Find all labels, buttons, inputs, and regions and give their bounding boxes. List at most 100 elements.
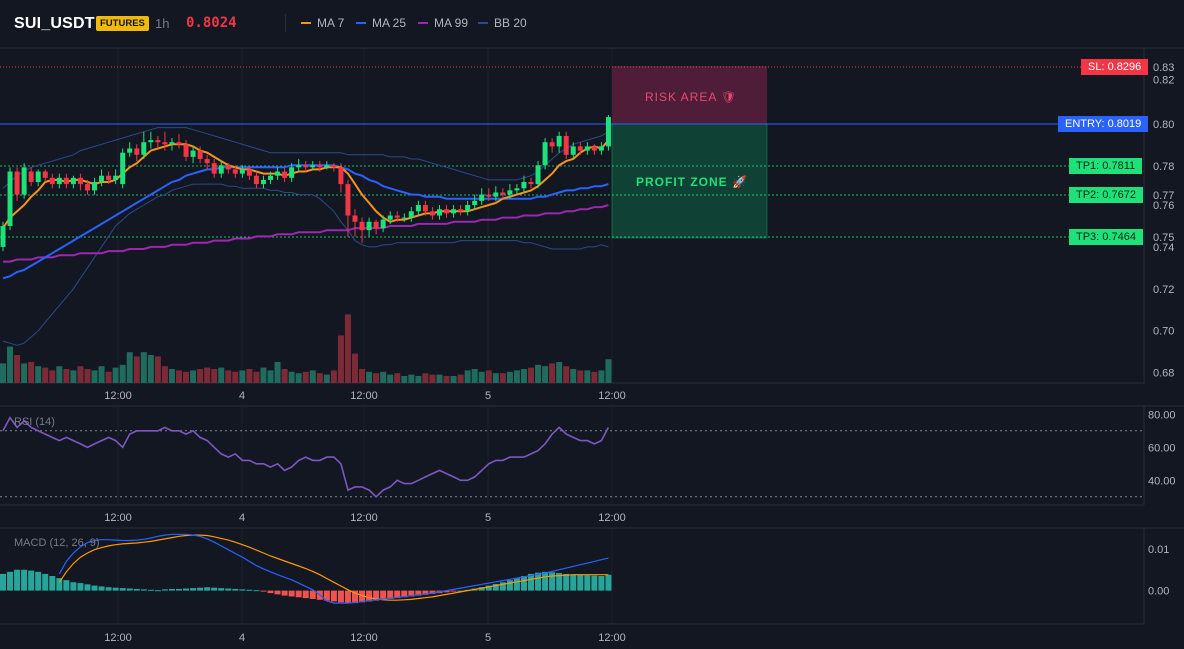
candle-body bbox=[289, 167, 295, 178]
rsi-tick-label: 40.00 bbox=[1148, 475, 1176, 487]
volume-bar bbox=[443, 376, 450, 383]
candle-body bbox=[303, 165, 309, 168]
price-tick-label: 0.72 bbox=[1153, 284, 1174, 296]
candle-body bbox=[415, 205, 421, 212]
volume-bar bbox=[133, 356, 140, 383]
time-tick-label: 12:00 bbox=[104, 390, 132, 402]
candle-body bbox=[260, 179, 266, 185]
candle-body bbox=[451, 209, 457, 214]
volume-bar bbox=[225, 370, 232, 383]
volume-bar bbox=[549, 363, 556, 383]
candle-body bbox=[28, 171, 34, 182]
macd-histogram-bar bbox=[598, 576, 605, 591]
candle-body bbox=[106, 175, 112, 180]
macd-histogram-bar bbox=[373, 590, 380, 601]
bb-upper-line bbox=[2, 127, 609, 189]
volume-bar bbox=[91, 370, 98, 383]
macd-histogram-bar bbox=[323, 590, 330, 601]
macd-histogram-bar bbox=[0, 573, 6, 591]
macd-histogram-bar bbox=[246, 589, 253, 591]
macd-histogram-bar bbox=[91, 585, 98, 591]
tp2-label: TP2: 0.7672 bbox=[1069, 187, 1143, 203]
legend-ma7[interactable]: MA 7 bbox=[301, 16, 344, 30]
candlesticks bbox=[0, 115, 611, 252]
volume-bar bbox=[394, 373, 401, 383]
macd-histogram-bar bbox=[218, 588, 225, 591]
candle-body bbox=[514, 188, 520, 191]
profit-zone bbox=[611, 123, 768, 239]
time-tick-label: 4 bbox=[239, 632, 245, 644]
timeframe-label[interactable]: 1h bbox=[155, 16, 170, 31]
volume-bar bbox=[408, 374, 415, 383]
macd-histogram-bar bbox=[387, 590, 394, 599]
time-tick-label: 12:00 bbox=[350, 632, 378, 644]
volume-bar bbox=[577, 370, 584, 383]
volume-bar bbox=[380, 371, 387, 383]
macd-histogram-bar bbox=[295, 590, 302, 598]
macd-histogram-bar bbox=[450, 590, 457, 592]
chart-header: SUI_USDT FUTURES 1h 0.8024 MA 7 MA 25 MA… bbox=[0, 0, 1184, 48]
macd-histogram-bar bbox=[415, 590, 422, 596]
candle-body bbox=[84, 184, 90, 191]
macd-line bbox=[58, 533, 609, 604]
macd-histogram-bar bbox=[112, 587, 119, 591]
macd-histogram-bar bbox=[422, 590, 429, 595]
macd-histogram-bar bbox=[591, 575, 598, 591]
legend-ma25[interactable]: MA 25 bbox=[356, 16, 406, 30]
volume-bar bbox=[366, 371, 373, 383]
volume-bar bbox=[253, 371, 260, 383]
candle-body bbox=[317, 165, 323, 168]
candle-body bbox=[528, 182, 534, 185]
volume-bar bbox=[499, 373, 506, 383]
candle-body bbox=[162, 142, 168, 145]
volume-bar bbox=[281, 369, 288, 383]
time-tick-label: 5 bbox=[485, 512, 491, 524]
ma25-swatch bbox=[356, 22, 366, 24]
macd-histogram-bar bbox=[302, 590, 309, 599]
volume-bar bbox=[535, 364, 542, 383]
candle-body bbox=[584, 146, 590, 151]
volume-bar bbox=[359, 369, 366, 383]
volume-bar bbox=[316, 373, 323, 383]
volume-bar bbox=[429, 374, 436, 383]
candle-body bbox=[7, 171, 13, 226]
price-tick-label: 0.68 bbox=[1153, 368, 1174, 380]
legend-ma99[interactable]: MA 99 bbox=[418, 16, 468, 30]
macd-histogram-bar bbox=[190, 588, 197, 591]
macd-histogram-bar bbox=[380, 590, 387, 600]
candle-body bbox=[436, 209, 442, 216]
legend-bb20[interactable]: BB 20 bbox=[478, 16, 527, 30]
candle-body bbox=[77, 177, 83, 185]
price-tick-label: 0.83 bbox=[1153, 62, 1174, 74]
candle-body bbox=[521, 182, 527, 189]
symbol-title[interactable]: SUI_USDT bbox=[14, 15, 95, 32]
candle-body bbox=[225, 165, 231, 170]
risk-area-zone bbox=[612, 66, 767, 124]
candle-body bbox=[535, 165, 541, 185]
candle-body bbox=[282, 171, 288, 178]
macd-histogram-bar bbox=[605, 574, 612, 591]
macd-histogram-bar bbox=[267, 590, 274, 594]
price-tick-label: 0.78 bbox=[1153, 161, 1174, 173]
volume-bar bbox=[288, 371, 295, 383]
volume-bar bbox=[457, 374, 464, 383]
candle-body bbox=[275, 171, 281, 176]
volume-bar bbox=[513, 370, 520, 383]
volume-bar bbox=[584, 370, 591, 383]
volume-bar bbox=[161, 366, 168, 383]
candle-body bbox=[331, 165, 337, 168]
macd-histogram-bar bbox=[309, 590, 316, 599]
macd-histogram-bar bbox=[232, 588, 239, 591]
candle-body bbox=[486, 194, 492, 197]
price-tick-label: 0.82 bbox=[1153, 74, 1174, 86]
ma99-line bbox=[3, 204, 609, 263]
rsi-tick-label: 60.00 bbox=[1148, 442, 1176, 454]
macd-histogram-bar bbox=[499, 582, 506, 591]
macd-histogram-bar bbox=[401, 590, 408, 598]
macd-histogram-bar bbox=[535, 572, 542, 591]
candle-body bbox=[380, 219, 386, 229]
price-tick-label: 0.76 bbox=[1153, 200, 1174, 212]
profit-zone-label: PROFIT ZONE 🚀 bbox=[636, 175, 748, 189]
macd-histogram-bar bbox=[119, 588, 126, 591]
